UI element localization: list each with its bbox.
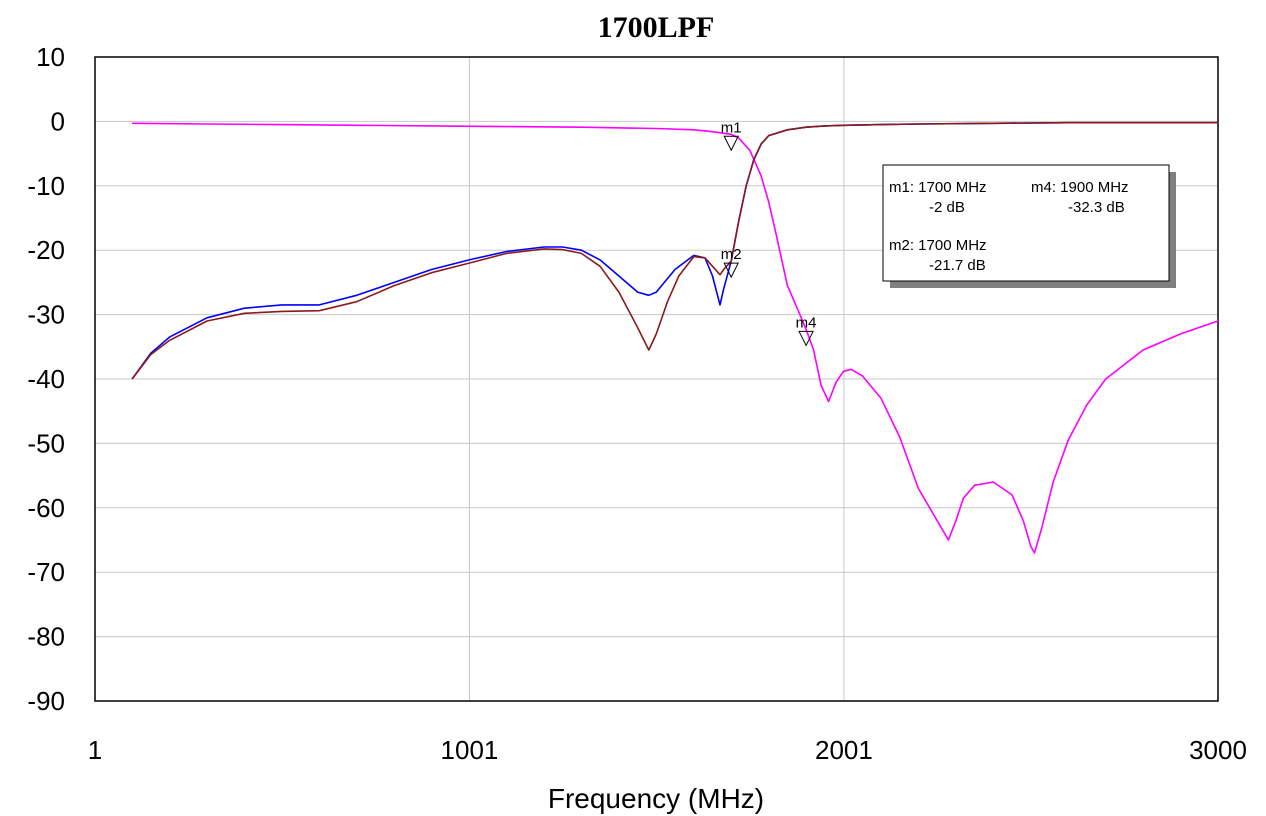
x-tick-label: 1001: [441, 735, 499, 765]
y-tick-label: -60: [27, 493, 65, 523]
x-axis-ticks: 1 1001 2001 3000: [88, 735, 1247, 765]
marker-m2-label: m2: [721, 246, 742, 263]
legend-m2-head: m2: 1700 MHz: [889, 237, 987, 254]
markers: m1 m2 m4: [721, 119, 817, 347]
y-tick-label: -50: [27, 428, 65, 458]
legend-m4-head: m4: 1900 MHz: [1031, 179, 1129, 196]
y-tick-label: -30: [27, 300, 65, 330]
plot-frame: [94, 56, 1219, 702]
grid: [94, 56, 1219, 702]
legend-m1-head: m1: 1700 MHz: [889, 179, 987, 196]
chart-title: 1700LPF: [598, 11, 715, 44]
x-tick-label: 1: [88, 735, 102, 765]
y-tick-label: -90: [27, 686, 65, 716]
marker-m4-label: m4: [796, 314, 817, 331]
marker-m1-label: m1: [721, 119, 742, 136]
y-tick-label: 10: [36, 42, 65, 72]
x-axis-label: Frequency (MHz): [548, 783, 764, 814]
marker-m1-triangle: [723, 135, 740, 152]
y-tick-label: -80: [27, 622, 65, 652]
marker-legend-box: [882, 164, 1170, 282]
x-tick-label: 3000: [1189, 735, 1247, 765]
marker-legend: m1: 1700 MHz -2 dB m4: 1900 MHz -32.3 dB…: [882, 164, 1176, 288]
y-tick-label: -40: [27, 364, 65, 394]
y-tick-label: -70: [27, 557, 65, 587]
marker-m2-triangle: [723, 262, 740, 279]
y-tick-label: -10: [27, 171, 65, 201]
y-tick-label: 0: [51, 106, 65, 136]
legend-m4-value: -32.3 dB: [1068, 199, 1125, 216]
y-axis-ticks: 10 0 -10 -20 -30 -40 -50 -60 -70 -80 -90: [27, 42, 65, 716]
y-tick-label: -20: [27, 235, 65, 265]
series-layer: [131, 121, 1219, 554]
legend-m2-value: -21.7 dB: [929, 257, 986, 274]
series-line-3: [131, 121, 1218, 380]
series-line-1: [132, 122, 1219, 554]
marker-m4-triangle: [798, 330, 814, 347]
legend-m1-value: -2 dB: [929, 199, 965, 216]
x-tick-label: 2001: [815, 735, 873, 765]
